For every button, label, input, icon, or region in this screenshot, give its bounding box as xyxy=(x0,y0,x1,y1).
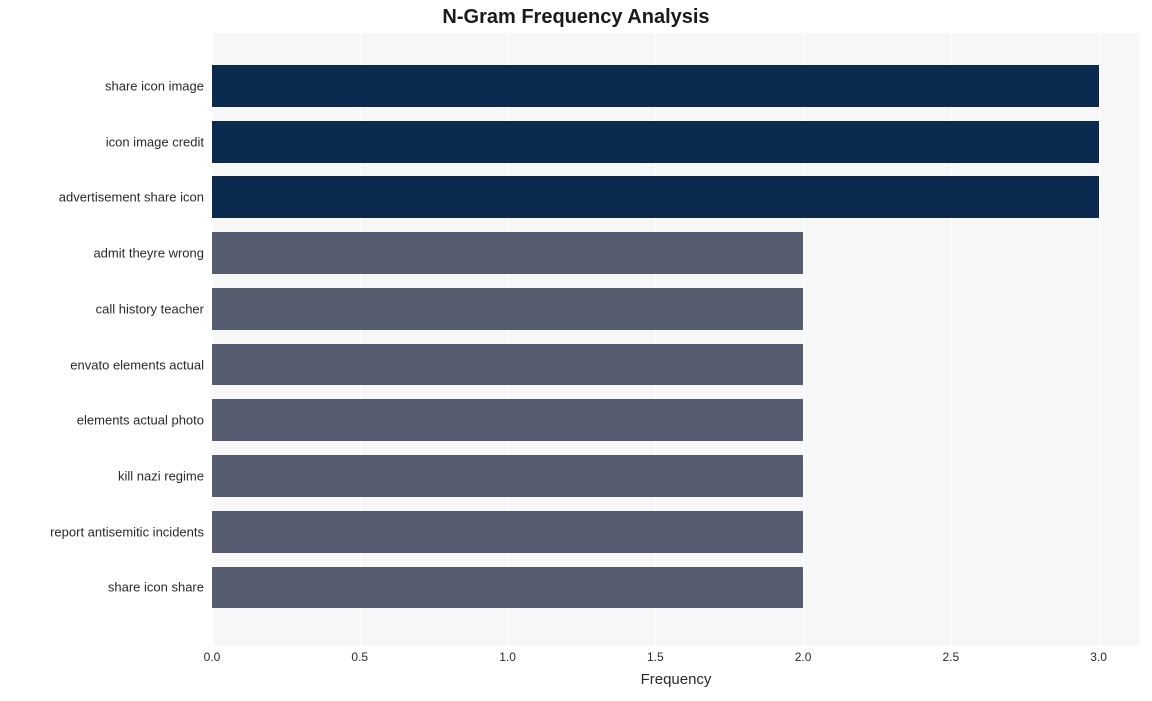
bar xyxy=(212,344,803,386)
bar xyxy=(212,232,803,274)
y-tick-label: share icon share xyxy=(108,580,204,595)
y-tick-label: admit theyre wrong xyxy=(93,246,204,261)
bar xyxy=(212,455,803,497)
y-tick-label: advertisement share icon xyxy=(59,190,204,205)
y-tick-label: elements actual photo xyxy=(77,413,204,428)
x-tick-label: 0.5 xyxy=(351,650,368,664)
x-tick-label: 3.0 xyxy=(1090,650,1107,664)
bar xyxy=(212,567,803,609)
y-tick-label: share icon image xyxy=(105,78,204,93)
gridline xyxy=(1099,33,1100,646)
chart-title: N-Gram Frequency Analysis xyxy=(0,6,1152,29)
bar xyxy=(212,121,1099,163)
x-axis-label: Frequency xyxy=(212,671,1140,688)
x-tick-label: 1.0 xyxy=(499,650,516,664)
y-tick-label: kill nazi regime xyxy=(118,469,204,484)
bar xyxy=(212,511,803,553)
ngram-chart: N-Gram Frequency Analysis Frequency 0.0 0… xyxy=(0,0,1152,701)
plot-area xyxy=(212,33,1140,646)
x-tick-label: 1.5 xyxy=(647,650,664,664)
bar xyxy=(212,288,803,330)
y-tick-label: call history teacher xyxy=(96,301,204,316)
y-tick-label: envato elements actual xyxy=(70,357,204,372)
x-tick-label: 2.5 xyxy=(943,650,960,664)
y-tick-label: icon image credit xyxy=(106,134,204,149)
bar xyxy=(212,176,1099,218)
x-tick-label: 2.0 xyxy=(795,650,812,664)
bar xyxy=(212,399,803,441)
bar xyxy=(212,65,1099,107)
y-tick-label: report antisemitic incidents xyxy=(50,524,204,539)
x-tick-label: 0.0 xyxy=(204,650,221,664)
